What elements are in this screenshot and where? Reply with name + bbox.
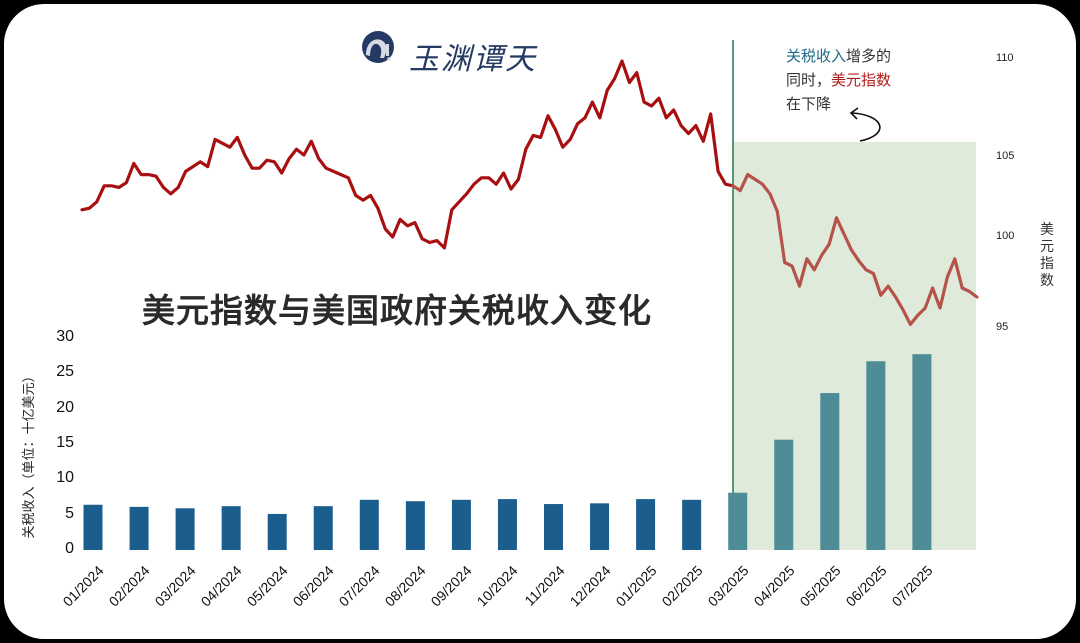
bar-09-2024 — [451, 499, 471, 550]
wave-circle-logo-icon — [362, 31, 394, 63]
right-axis-label: 美元指数 — [1040, 222, 1054, 289]
bar-07-2025 — [912, 354, 932, 550]
left-tick-label: 25 — [56, 363, 74, 381]
bar-06-2025 — [866, 361, 886, 550]
chart-canvas — [80, 31, 979, 550]
annotation-text-part: 增多的 — [846, 47, 892, 65]
bar-11-2024 — [544, 504, 563, 550]
annotation-dxy: 美元指数 — [831, 71, 892, 89]
highlight-region — [733, 142, 976, 550]
bar-03-2025 — [728, 492, 748, 550]
left-tick-label: 10 — [56, 469, 74, 487]
annotation-text-part: 在下降 — [786, 95, 832, 113]
left-tick-label: 30 — [56, 327, 74, 345]
curved-arrow-icon — [851, 112, 881, 142]
bar-08-2024 — [405, 501, 425, 550]
dxy-line-before — [80, 59, 735, 250]
chart-title: 美元指数与美国政府关税收入变化 — [142, 291, 652, 330]
annotation-tariff: 关税收入 — [786, 47, 847, 65]
right-tick-label: 105 — [996, 150, 1015, 162]
annotation-text-part: 同时， — [786, 71, 832, 89]
right-tick-label: 110 — [996, 52, 1014, 64]
bar-06-2024 — [313, 506, 333, 550]
left-axis-label: 关税收入（单位：十亿美元） — [22, 369, 37, 539]
arrow-head-icon — [849, 107, 859, 120]
left-tick-label: 5 — [65, 504, 74, 522]
dxy-line — [80, 59, 979, 326]
dxy-line-after — [731, 173, 979, 326]
bar-01-2024 — [83, 504, 103, 550]
annotation-text: 关税收入增多的 同时，美元指数 在下降 — [786, 44, 936, 116]
left-tick-label: 15 — [56, 433, 74, 451]
bar-04-2025 — [774, 439, 794, 550]
bar-07-2024 — [359, 499, 379, 550]
bar-02-2025 — [682, 499, 702, 550]
left-tick-label: 20 — [56, 398, 74, 416]
right-tick-label: 95 — [996, 321, 1009, 333]
logo-text: 玉渊谭天 — [409, 42, 537, 77]
right-tick-label: 100 — [996, 230, 1015, 242]
bar-05-2024 — [267, 513, 287, 550]
left-tick-label: 0 — [65, 540, 74, 557]
bar-04-2024 — [221, 506, 241, 550]
bar-02-2024 — [129, 506, 149, 550]
bar-01-2025 — [636, 499, 656, 550]
chart-card: 玉渊谭天 美元指数与美国政府关税收入变化 关税收入增多的 同时，美元指数 在下降… — [4, 4, 1076, 639]
bar-12-2024 — [590, 503, 610, 550]
bar-10-2024 — [497, 499, 517, 550]
bar-05-2025 — [820, 393, 840, 550]
bar-03-2024 — [175, 508, 195, 550]
tariff-bars — [83, 354, 932, 550]
